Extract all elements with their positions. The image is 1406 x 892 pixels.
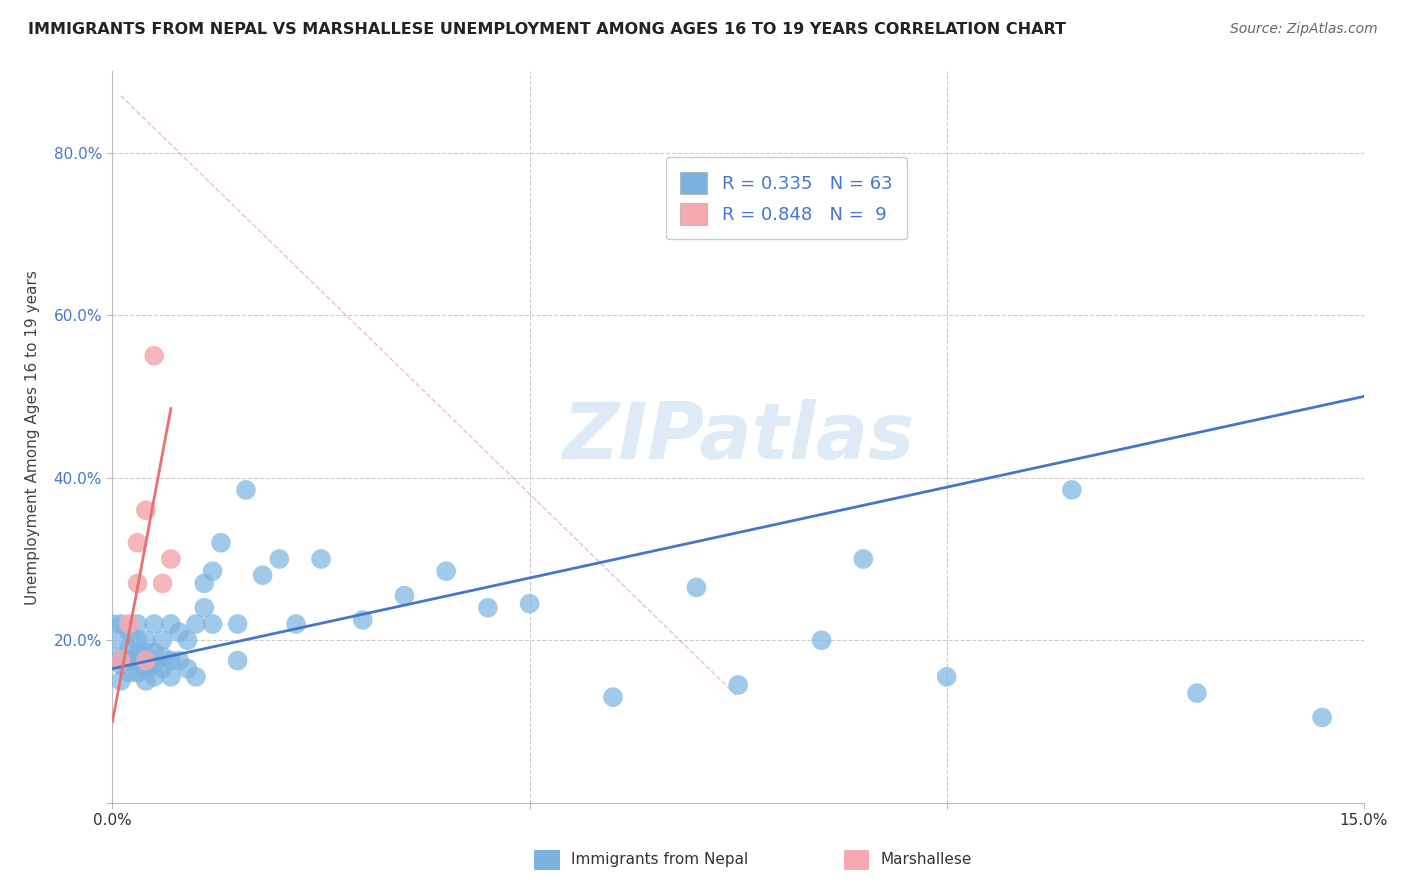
Point bbox=[135, 654, 157, 668]
Point bbox=[226, 617, 249, 632]
Point bbox=[110, 654, 132, 668]
Point bbox=[152, 649, 174, 664]
Point bbox=[135, 662, 157, 676]
Point bbox=[110, 617, 132, 632]
Point bbox=[127, 645, 149, 659]
Text: Immigrants from Nepal: Immigrants from Nepal bbox=[571, 853, 748, 867]
Point bbox=[118, 654, 141, 668]
Point bbox=[135, 633, 157, 648]
Point bbox=[1185, 686, 1208, 700]
Point bbox=[127, 633, 149, 648]
Point bbox=[309, 552, 332, 566]
Point bbox=[352, 613, 374, 627]
Point bbox=[727, 678, 749, 692]
Text: IMMIGRANTS FROM NEPAL VS MARSHALLESE UNEMPLOYMENT AMONG AGES 16 TO 19 YEARS CORR: IMMIGRANTS FROM NEPAL VS MARSHALLESE UNE… bbox=[28, 22, 1066, 37]
Point bbox=[152, 576, 174, 591]
Point bbox=[118, 654, 141, 668]
Point bbox=[193, 600, 215, 615]
Point bbox=[127, 535, 149, 549]
Point bbox=[143, 349, 166, 363]
Point bbox=[110, 657, 132, 672]
Point bbox=[252, 568, 274, 582]
Point bbox=[935, 670, 957, 684]
Point bbox=[167, 654, 190, 668]
Point bbox=[209, 535, 232, 549]
Point bbox=[160, 654, 183, 668]
Point bbox=[152, 662, 174, 676]
Point bbox=[118, 641, 141, 656]
Point bbox=[160, 552, 183, 566]
Point bbox=[127, 665, 149, 680]
Point bbox=[167, 625, 190, 640]
Point bbox=[127, 617, 149, 632]
Point bbox=[118, 665, 141, 680]
Point bbox=[685, 581, 707, 595]
Point bbox=[201, 564, 224, 578]
Point bbox=[285, 617, 308, 632]
Text: ZIPatlas: ZIPatlas bbox=[562, 399, 914, 475]
Point bbox=[269, 552, 291, 566]
Point bbox=[477, 600, 499, 615]
Point bbox=[135, 673, 157, 688]
Point bbox=[101, 617, 124, 632]
Point bbox=[135, 503, 157, 517]
Point bbox=[201, 617, 224, 632]
Point bbox=[110, 654, 132, 668]
Point bbox=[127, 576, 149, 591]
Point bbox=[193, 576, 215, 591]
Point bbox=[135, 645, 157, 659]
Point bbox=[160, 617, 183, 632]
Point bbox=[226, 654, 249, 668]
Point bbox=[184, 617, 207, 632]
Point bbox=[810, 633, 832, 648]
Point bbox=[101, 649, 124, 664]
Point bbox=[110, 633, 132, 648]
Point bbox=[143, 670, 166, 684]
Point bbox=[127, 654, 149, 668]
Point bbox=[519, 597, 541, 611]
Point bbox=[602, 690, 624, 705]
Point bbox=[160, 670, 183, 684]
Point bbox=[176, 633, 198, 648]
Point bbox=[1060, 483, 1083, 497]
Y-axis label: Unemployment Among Ages 16 to 19 years: Unemployment Among Ages 16 to 19 years bbox=[25, 269, 39, 605]
Point bbox=[118, 625, 141, 640]
Point bbox=[118, 617, 141, 632]
Point bbox=[394, 589, 416, 603]
Point bbox=[143, 657, 166, 672]
Point bbox=[176, 662, 198, 676]
Point bbox=[852, 552, 875, 566]
Text: Marshallese: Marshallese bbox=[880, 853, 972, 867]
Point bbox=[184, 670, 207, 684]
Point bbox=[143, 617, 166, 632]
Text: Source: ZipAtlas.com: Source: ZipAtlas.com bbox=[1230, 22, 1378, 37]
Point bbox=[1310, 710, 1333, 724]
Point bbox=[110, 673, 132, 688]
Point bbox=[152, 633, 174, 648]
Point bbox=[434, 564, 457, 578]
Point bbox=[235, 483, 257, 497]
Point bbox=[143, 645, 166, 659]
Legend: R = 0.335   N = 63, R = 0.848   N =  9: R = 0.335 N = 63, R = 0.848 N = 9 bbox=[666, 157, 907, 239]
